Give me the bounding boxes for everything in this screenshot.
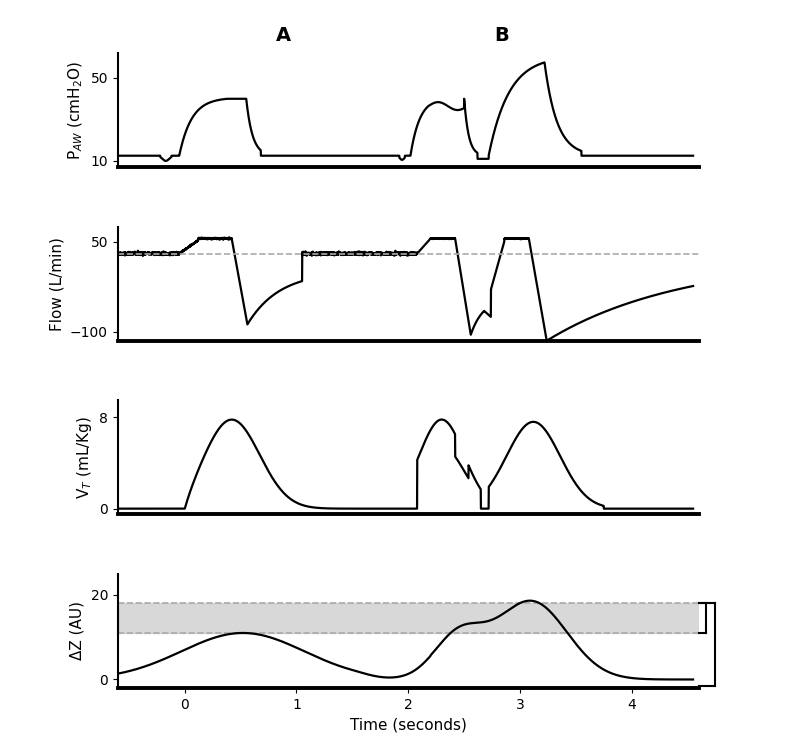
Y-axis label: ΔZ (AU): ΔZ (AU) <box>70 601 85 660</box>
X-axis label: Time (seconds): Time (seconds) <box>350 717 466 733</box>
Y-axis label: Flow (L/min): Flow (L/min) <box>49 237 64 330</box>
Y-axis label: V$_T$ (mL/Kg): V$_T$ (mL/Kg) <box>75 416 93 499</box>
Y-axis label: P$_{AW}$ (cmH$_2$O): P$_{AW}$ (cmH$_2$O) <box>67 60 85 160</box>
Text: A: A <box>276 26 291 45</box>
Text: B: B <box>494 26 509 45</box>
Bar <box>118 603 699 633</box>
